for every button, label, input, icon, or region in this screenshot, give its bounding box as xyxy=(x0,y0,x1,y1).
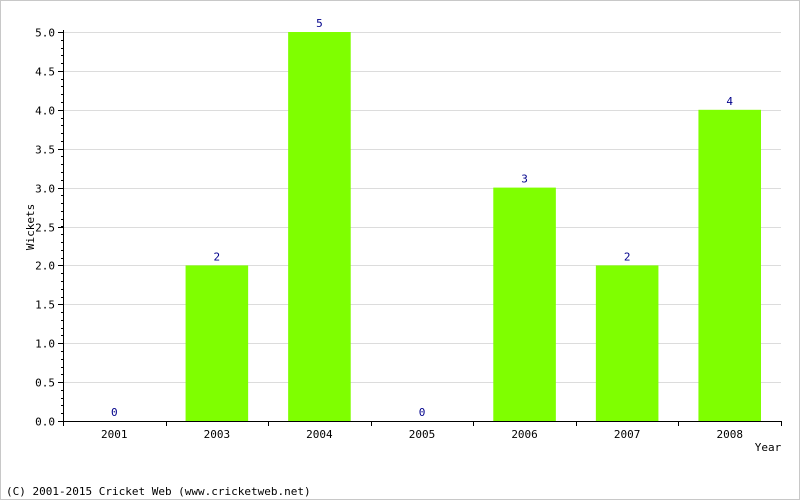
x-tick-label: 2001 xyxy=(101,428,128,441)
y-tick-label: 1.0 xyxy=(35,338,55,351)
x-tick-label: 2005 xyxy=(409,428,436,441)
bar xyxy=(288,32,351,421)
bar xyxy=(493,187,556,421)
y-tick-label: 2.0 xyxy=(35,260,55,273)
y-tick-label: 5.0 xyxy=(35,27,55,40)
x-axis-ticks: 2001 2003 2004 2005 2006 2007 2008 xyxy=(63,421,782,441)
copyright-text: (C) 2001-2015 Cricket Web (www.cricketwe… xyxy=(6,485,311,498)
y-axis-title: Wickets xyxy=(24,204,37,250)
grid-lines xyxy=(63,32,781,383)
x-tick-label: 2006 xyxy=(511,428,538,441)
bars xyxy=(185,32,761,422)
y-tick-label: 4.5 xyxy=(35,66,55,79)
value-labels: 0 2 5 0 3 2 4 xyxy=(111,17,733,419)
bar-value-label: 2 xyxy=(214,250,221,263)
y-tick-label: 3.5 xyxy=(35,144,55,157)
y-tick-label: 3.0 xyxy=(35,183,55,196)
bar-value-label: 4 xyxy=(726,95,733,108)
bar-value-label: 0 xyxy=(419,406,426,419)
x-tick-label: 2004 xyxy=(306,428,333,441)
y-tick-label: 0.0 xyxy=(35,416,55,429)
bar-value-label: 5 xyxy=(316,17,323,30)
y-tick-label: 0.5 xyxy=(35,377,55,390)
x-tick-label: 2003 xyxy=(204,428,231,441)
y-tick-label: 4.0 xyxy=(35,105,55,118)
x-tick-label: 2008 xyxy=(716,428,743,441)
bar xyxy=(595,265,659,421)
bar-value-label: 2 xyxy=(624,250,631,263)
bar xyxy=(698,109,761,422)
bar xyxy=(185,265,249,421)
bar-value-label: 0 xyxy=(111,406,118,419)
x-tick-label: 2007 xyxy=(614,428,641,441)
bar-value-label: 3 xyxy=(521,173,528,186)
x-axis-title: Year xyxy=(755,441,782,454)
y-tick-label: 1.5 xyxy=(35,299,55,312)
y-tick-label: 2.5 xyxy=(35,222,55,235)
y-axis-ticks: 0.0 0.5 1.0 1.5 2.0 2.5 3.0 3.5 4.0 4.5 5.0 xyxy=(35,27,63,429)
